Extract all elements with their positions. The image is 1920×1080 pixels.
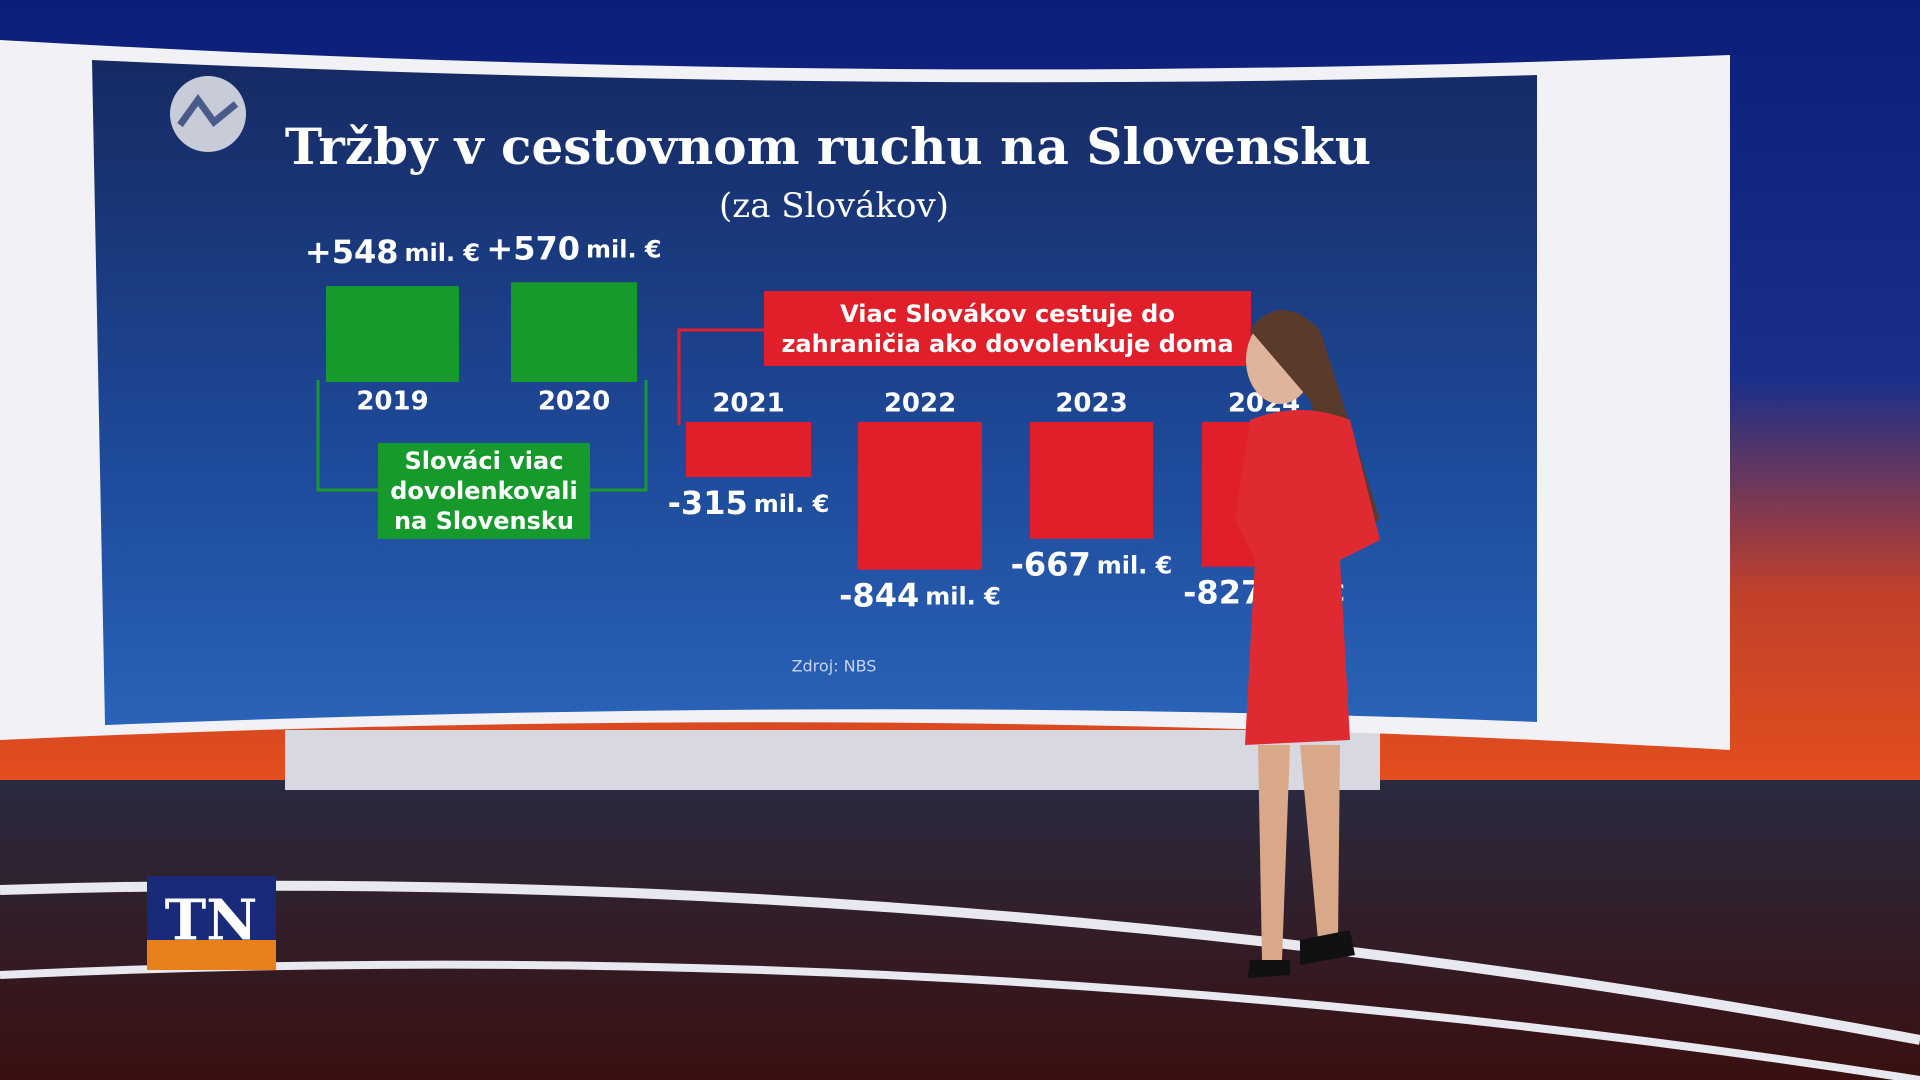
bar bbox=[858, 422, 982, 570]
x-tick-label: 2022 bbox=[884, 389, 956, 419]
bracket bbox=[677, 328, 764, 425]
value-number: +548 bbox=[305, 233, 399, 271]
station-logo-mark bbox=[177, 94, 239, 128]
bar bbox=[1030, 422, 1153, 539]
floor-stripe bbox=[0, 880, 1920, 1045]
x-tick-label: 2023 bbox=[1055, 389, 1127, 419]
annotation: Viac Slovákov cestuje do zahraničia ako … bbox=[781, 299, 1234, 358]
value-label: +548 mil. € bbox=[305, 233, 480, 271]
value-number: -667 bbox=[1011, 546, 1091, 584]
floor-stripe bbox=[0, 960, 1920, 1080]
value-number: -844 bbox=[839, 577, 919, 615]
presenter-dress bbox=[1235, 410, 1380, 745]
bar bbox=[686, 422, 811, 478]
floor bbox=[0, 780, 1920, 1080]
presenter-legs bbox=[1258, 745, 1340, 960]
x-tick-label: 2020 bbox=[538, 387, 610, 417]
annotation-box bbox=[764, 291, 1251, 366]
value-unit: mil. € bbox=[754, 490, 830, 518]
value-number: -315 bbox=[668, 484, 748, 522]
value-unit: mil. € bbox=[925, 583, 1001, 611]
annotation-text: Viac Slovákov cestuje do zahraničia ako … bbox=[781, 299, 1234, 358]
graphic-screen bbox=[92, 60, 1537, 725]
channel-logo-band bbox=[147, 940, 276, 970]
annotation: Slováci viac dovolenkovali na Slovensku bbox=[390, 447, 578, 535]
value-number: +570 bbox=[486, 229, 580, 267]
value-label: +570 mil. € bbox=[486, 229, 661, 267]
value-number: -827 bbox=[1183, 574, 1263, 612]
presenter-shoes bbox=[1248, 930, 1355, 978]
presenter bbox=[1235, 310, 1380, 978]
x-tick-label: 2019 bbox=[356, 387, 428, 417]
source: Zdroj: NBS bbox=[792, 657, 877, 676]
x-tick-label: 2021 bbox=[712, 389, 784, 419]
value-unit: mil. € bbox=[1097, 552, 1173, 580]
chart-title: Tržby v cestovnom ruchu na Slovensku bbox=[285, 117, 1371, 176]
annotation-text: Slováci viac dovolenkovali na Slovensku bbox=[390, 447, 578, 535]
value-label: -667 mil. € bbox=[1011, 546, 1173, 584]
value-label: -844 mil. € bbox=[839, 577, 1001, 615]
channel-logo: TN bbox=[165, 888, 258, 954]
value-unit: mil. € bbox=[586, 235, 662, 263]
chart-subtitle: (za Slovákov) bbox=[719, 186, 949, 226]
annotation-box bbox=[378, 443, 590, 539]
bar bbox=[326, 286, 459, 382]
value-unit: mil. € bbox=[404, 239, 480, 267]
bar bbox=[511, 282, 637, 382]
desk-strip bbox=[285, 730, 1380, 790]
value-label: -315 mil. € bbox=[668, 484, 830, 522]
